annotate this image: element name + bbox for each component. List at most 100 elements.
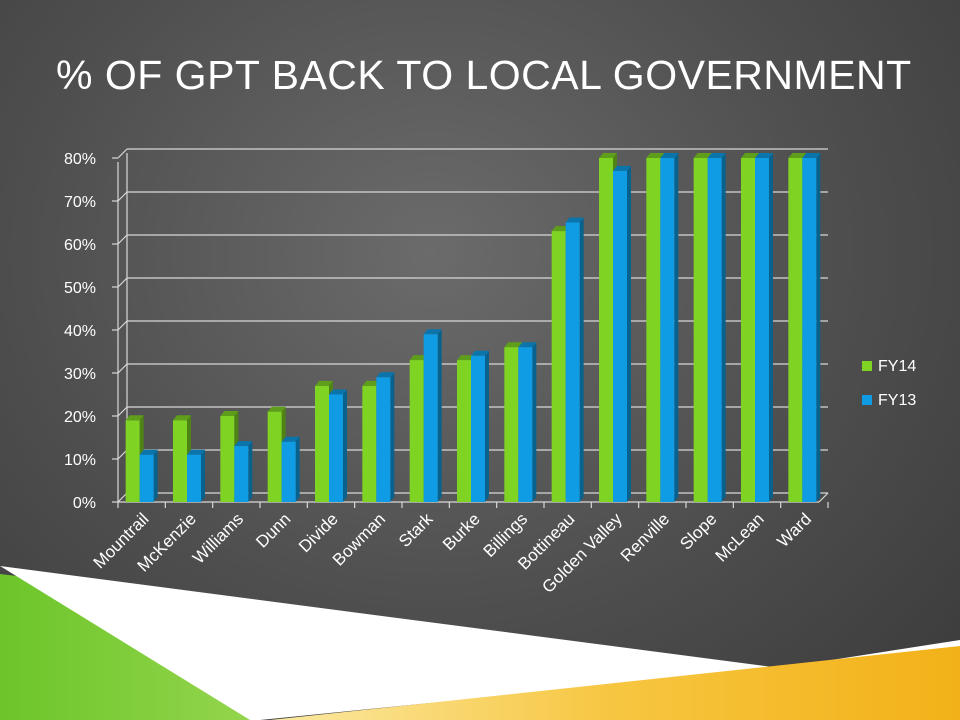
- x-tick-label: Bowman: [329, 509, 389, 569]
- bar-fy13-mckenzie-top: [187, 449, 205, 455]
- bar-fy13-burke: [471, 355, 485, 502]
- bar-fy14-mckenzie-top: [173, 415, 191, 421]
- bar-fy13-divide-top: [329, 389, 347, 395]
- bar-fy13-burke-side: [485, 350, 489, 502]
- bar-fy14-divide: [315, 385, 329, 502]
- bar-fy13-mckenzie: [187, 454, 201, 502]
- bar-fy13-renville-side: [674, 153, 679, 502]
- gridline-side: [117, 449, 128, 460]
- bar-fy13-williams-top: [234, 441, 253, 447]
- legend-swatch-fy14: [862, 361, 872, 371]
- bar-fy13-slope: [707, 158, 722, 502]
- bar-fy13-mclean-side: [769, 153, 773, 502]
- legend-swatch-fy13: [862, 395, 872, 405]
- bar-fy13-bowman-side: [390, 372, 395, 502]
- bar-fy14-bowman-top: [362, 380, 381, 386]
- bar-fy14-mountrail-top: [125, 415, 144, 421]
- bar-fy13-dunn-side: [295, 436, 300, 502]
- slide-title: % OF GPT BACK TO LOCAL GOVERNMENT: [56, 52, 912, 98]
- white-swoosh: [0, 566, 960, 720]
- bar-fy13-divide-side: [343, 389, 347, 502]
- y-tick-label: 20%: [64, 409, 96, 426]
- bar-fy14-burke: [457, 360, 471, 502]
- bar-fy14-stark-top: [409, 355, 428, 361]
- gridline-side: [117, 234, 128, 245]
- y-tick-label: 40%: [64, 323, 96, 340]
- bar-fy14-renville-top: [646, 153, 665, 158]
- bar-fy14-renville: [646, 158, 661, 502]
- bar-fy13-dunn: [281, 441, 296, 502]
- gridline-side: [117, 277, 128, 288]
- bar-fy13-billings-side: [532, 342, 537, 502]
- bar-fy13-golden-valley: [613, 170, 627, 502]
- y-tick-label: 70%: [64, 194, 96, 211]
- bar-fy13-stark: [423, 334, 438, 502]
- legend-label-fy13: FY13: [878, 392, 916, 409]
- bar-fy13-bowman: [376, 377, 391, 502]
- bar-fy13-divide: [329, 394, 343, 502]
- yellow-swoosh: [270, 646, 960, 720]
- bar-fy14-mckenzie: [173, 420, 187, 502]
- bar-fy14-ward-top: [788, 153, 807, 158]
- x-tick-label: Stark: [395, 509, 437, 551]
- bar-fy14-bowman: [362, 385, 377, 502]
- bar-fy13-mclean: [755, 158, 769, 502]
- bar-fy13-bottineau-side: [579, 217, 584, 502]
- bar-fy13-ward: [802, 158, 817, 502]
- bar-fy13-stark-top: [423, 329, 442, 335]
- x-tick-label: Slope: [676, 509, 720, 553]
- bar-fy13-mckenzie-side: [201, 449, 205, 502]
- bar-fy13-bottineau: [565, 222, 580, 502]
- bar-fy14-williams: [220, 416, 235, 502]
- gridline-side: [117, 191, 128, 202]
- bar-fy13-slope-top: [707, 153, 726, 158]
- bar-fy13-mclean-top: [755, 153, 773, 158]
- y-tick-label: 50%: [64, 280, 96, 297]
- bar-fy14-bottineau-top: [551, 226, 570, 232]
- bar-fy14-golden-valley-top: [599, 153, 617, 158]
- legend-label-fy14: FY14: [878, 358, 916, 375]
- bar-fy14-williams-top: [220, 411, 239, 416]
- bar-fy13-burke-top: [471, 350, 489, 356]
- bar-fy13-ward-side: [816, 153, 821, 502]
- bar-fy14-billings: [504, 347, 519, 502]
- bar-fy13-williams: [234, 446, 249, 502]
- bar-fy13-mountrail: [139, 454, 154, 502]
- y-tick-label: 0%: [73, 495, 96, 512]
- bar-fy13-billings-top: [518, 342, 537, 348]
- x-tick-label: Williams: [189, 509, 247, 567]
- bar-fy14-stark: [409, 360, 424, 502]
- x-tick-label: Burke: [439, 509, 484, 554]
- bar-fy13-bottineau-top: [565, 217, 584, 223]
- bar-fy14-divide-top: [315, 380, 333, 386]
- x-tick-label: Ward: [773, 509, 815, 551]
- x-axis-corner: [818, 492, 829, 503]
- bar-fy14-burke-top: [457, 355, 475, 361]
- bar-fy14-slope-top: [693, 153, 712, 158]
- bar-fy14-slope: [693, 158, 708, 502]
- y-tick-label: 60%: [64, 237, 96, 254]
- bar-fy13-ward-top: [802, 153, 821, 158]
- gridline-side: [117, 492, 128, 503]
- bar-fy13-bowman-top: [376, 372, 395, 378]
- bar-fy14-dunn-top: [267, 406, 286, 412]
- bar-fy13-billings: [518, 347, 533, 502]
- bar-fy14-billings-top: [504, 342, 523, 348]
- y-tick-label: 80%: [64, 151, 96, 168]
- bar-fy14-dunn: [267, 411, 282, 502]
- gridline-side: [117, 406, 128, 417]
- gridline-side: [117, 320, 128, 331]
- x-tick-label: Renville: [617, 509, 673, 565]
- bar-fy13-williams-side: [248, 441, 253, 502]
- bar-fy14-ward: [788, 158, 803, 502]
- bar-fy13-golden-valley-side: [627, 165, 631, 502]
- y-tick-label: 10%: [64, 452, 96, 469]
- bar-fy13-golden-valley-top: [613, 165, 631, 171]
- y-tick-label: 30%: [64, 366, 96, 383]
- bar-fy14-mclean-top: [741, 153, 759, 158]
- bar-fy13-renville: [660, 158, 675, 502]
- bar-fy14-mclean: [741, 158, 755, 502]
- x-tick-label: Dunn: [252, 509, 294, 551]
